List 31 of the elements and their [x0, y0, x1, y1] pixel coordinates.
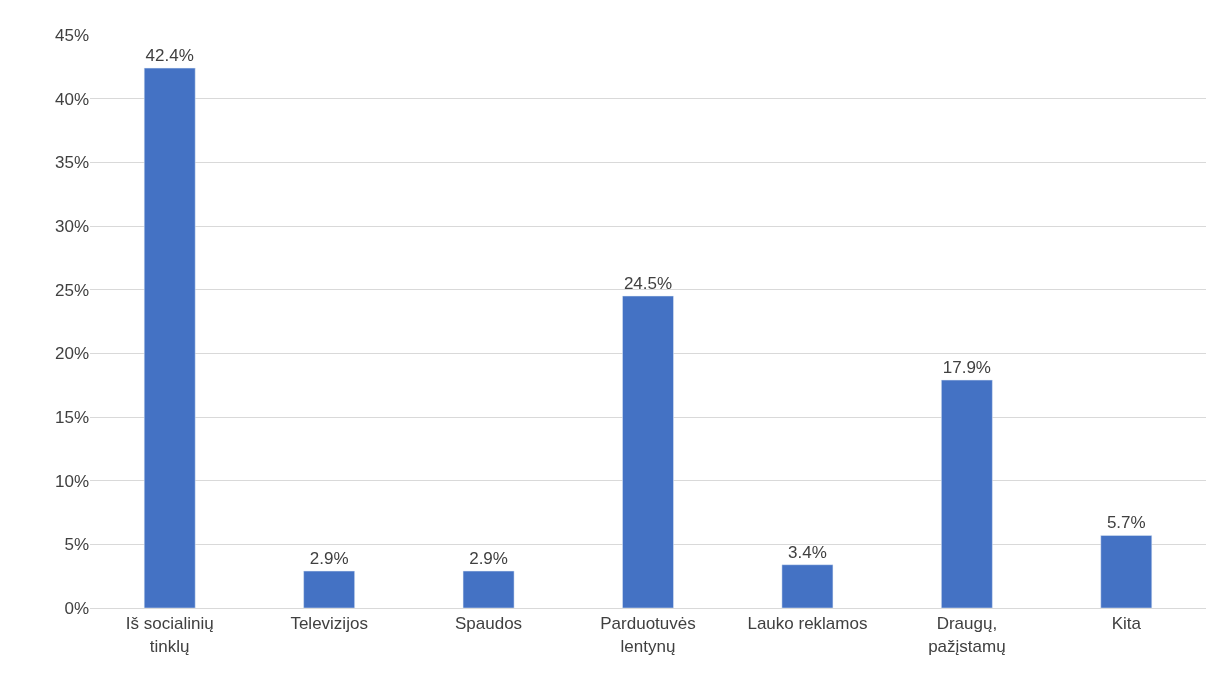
y-tick-label: 45% [54, 25, 89, 45]
x-tick-label: Spaudos [455, 614, 523, 634]
data-label: 3.4% [788, 542, 827, 562]
y-tick-label: 30% [54, 216, 89, 236]
x-tick-label: Televizijos [290, 614, 368, 634]
data-label: 24.5% [623, 274, 673, 294]
data-label: 42.4% [145, 46, 194, 66]
y-tick-label: 15% [54, 407, 89, 427]
data-label: 2.9% [469, 549, 508, 569]
x-tick-label: Kita [1111, 614, 1142, 634]
y-tick-label: 25% [54, 280, 89, 300]
bar [143, 67, 196, 608]
y-tick-label: 5% [64, 535, 89, 555]
x-tick-label: Draugų, pažįstamų [928, 614, 1006, 656]
x-tick-label: Parduotuvės lentynų [600, 614, 696, 656]
y-tick-label: 35% [54, 153, 89, 173]
bar [781, 564, 834, 608]
bar [941, 379, 993, 608]
bar [622, 295, 674, 608]
data-label: 17.9% [942, 358, 991, 378]
bar [462, 570, 515, 608]
bar [1100, 535, 1153, 608]
x-tick-label: Lauko reklamos [747, 614, 868, 634]
bar [303, 570, 355, 608]
y-tick-label: 0% [64, 598, 89, 618]
data-label: 5.7% [1106, 513, 1146, 533]
y-tick-label: 20% [54, 344, 89, 364]
y-tick-label: 10% [54, 471, 89, 491]
x-tick-label: Iš socialinių tinklų [125, 614, 214, 656]
y-tick-label: 40% [54, 89, 89, 109]
data-label: 2.9% [309, 549, 349, 569]
